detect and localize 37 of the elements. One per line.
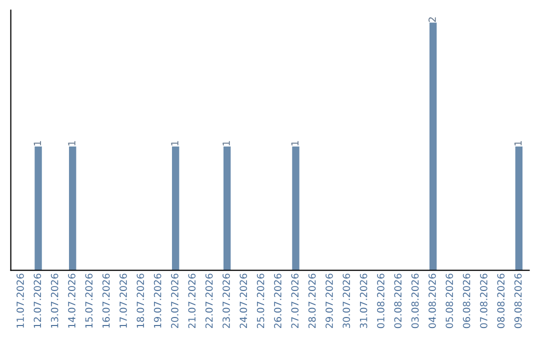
x-tick-label: 15.07.2026: [85, 274, 93, 328]
data-label: 1: [34, 141, 41, 146]
x-tick-label: 07.08.2026: [480, 274, 488, 328]
data-label: 2: [428, 17, 436, 22]
x-tick-label: 22.07.2026: [205, 274, 213, 328]
x-tick-label: 26.07.2026: [274, 274, 282, 328]
x-tick-label: 08.08.2026: [497, 274, 505, 328]
x-tick-label: 01.08.2026: [377, 274, 384, 328]
x-tick-label: 25.07.2026: [256, 274, 264, 328]
x-tick-label: 13.07.2026: [50, 274, 58, 328]
data-label: 1: [68, 141, 76, 146]
x-tick-label: 19.07.2026: [154, 274, 162, 328]
x-tick-label: 23.07.2026: [222, 274, 230, 328]
data-label: 1: [514, 141, 522, 146]
x-tick-label: 24.07.2026: [240, 274, 248, 328]
x-tick-label: 17.07.2026: [120, 274, 127, 328]
data-label: 1: [291, 141, 298, 146]
x-tick-label: 05.08.2026: [446, 274, 454, 328]
data-label: 1: [222, 141, 230, 146]
data-label: 1: [171, 141, 178, 146]
x-tick-label: 16.07.2026: [102, 274, 110, 328]
x-tick-label: 06.08.2026: [462, 274, 470, 328]
x-tick-label: 20.07.2026: [171, 274, 178, 328]
x-tick-label: 12.07.2026: [34, 274, 42, 328]
x-tick-label: 28.07.2026: [308, 274, 316, 328]
x-tick-label: 21.07.2026: [188, 274, 196, 328]
x-tick-label: 04.08.2026: [428, 274, 436, 328]
x-tick-label: 31.07.2026: [360, 274, 368, 328]
x-tick-label: 29.07.2026: [326, 274, 333, 328]
x-tick-label: 30.07.2026: [342, 274, 350, 328]
x-tick-label: 09.08.2026: [514, 274, 522, 328]
x-tick-label: 18.07.2026: [136, 274, 144, 328]
x-tick-label: 02.08.2026: [394, 274, 402, 328]
x-tick-label: 14.07.2026: [68, 274, 76, 328]
x-tick-label: 11.07.2026: [16, 274, 24, 328]
x-tick-label: 27.07.2026: [291, 274, 299, 328]
x-tick-label: 03.08.2026: [411, 274, 419, 328]
